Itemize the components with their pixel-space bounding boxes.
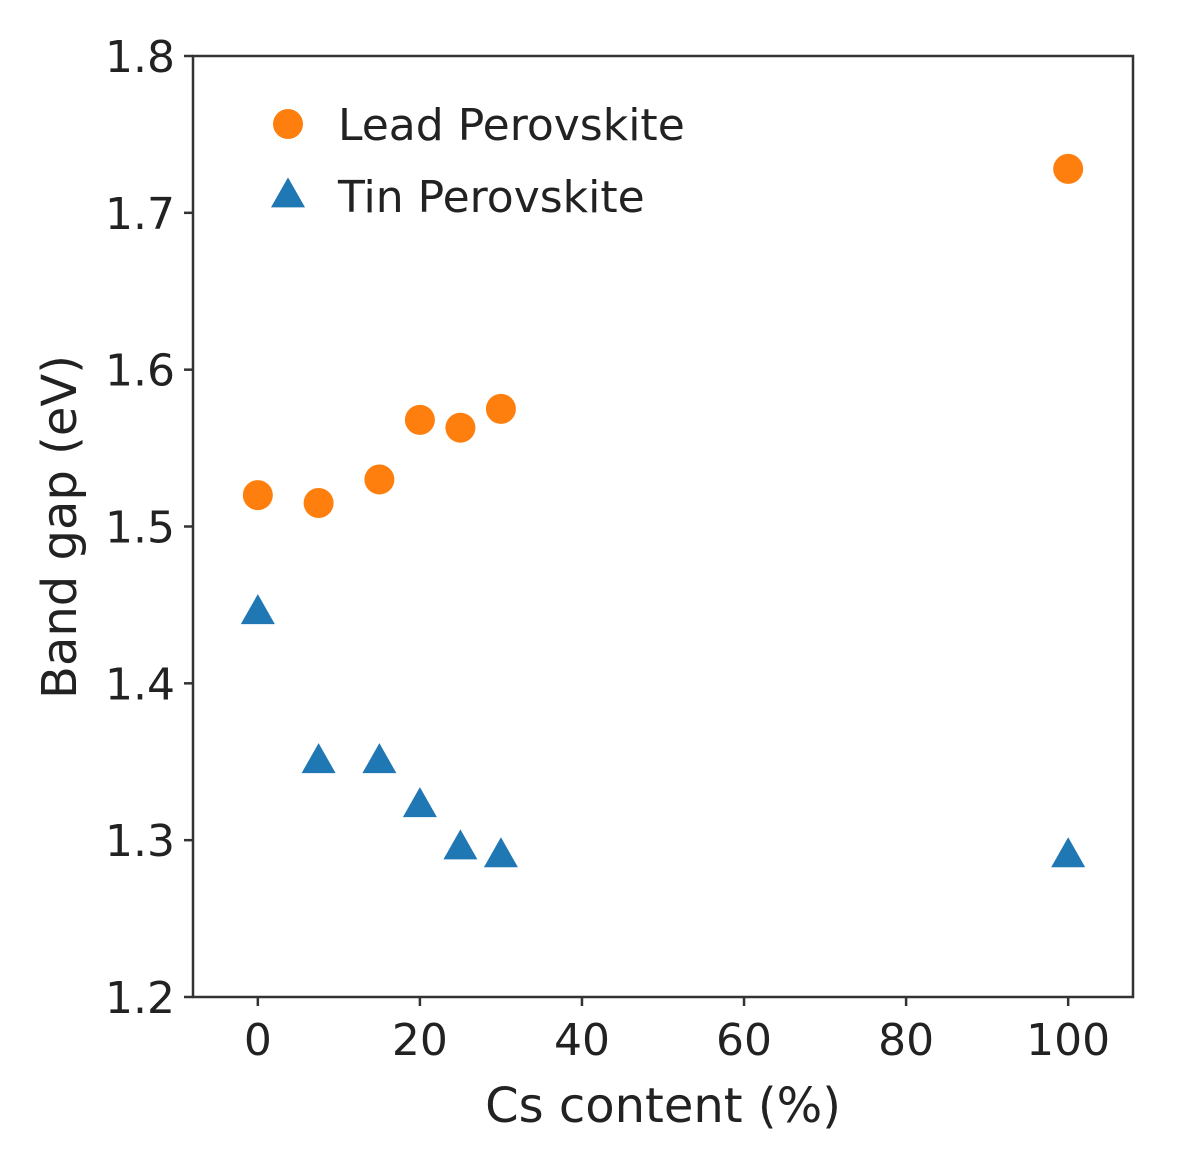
x-tick-label: 0 bbox=[244, 1015, 272, 1066]
data-point bbox=[404, 404, 435, 435]
legend-marker bbox=[273, 109, 303, 139]
axes: 0 20 40 60 80 100 1.2 1.3 1.4 1.5 1.6 1.7 1.8 Lead Pe… bbox=[105, 32, 1135, 1066]
y-tick-label: 1.4 bbox=[105, 659, 175, 710]
legend: Lead Perovskite Tin Perovskite bbox=[271, 100, 685, 223]
x-tick-label: 40 bbox=[554, 1015, 610, 1066]
data-point bbox=[303, 487, 334, 518]
y-tick-label: 1.2 bbox=[105, 973, 175, 1024]
y-tick-label: 1.3 bbox=[105, 816, 175, 867]
x-tick-label: 60 bbox=[716, 1015, 772, 1066]
data-point bbox=[485, 393, 516, 424]
data-point bbox=[483, 837, 518, 868]
y-tick-label: 1.5 bbox=[105, 503, 175, 554]
data-point bbox=[242, 480, 273, 511]
data-point bbox=[364, 464, 395, 495]
data-point bbox=[1053, 153, 1084, 184]
series-triangle bbox=[240, 594, 1086, 868]
data-point bbox=[362, 743, 397, 774]
x-tick-label: 80 bbox=[878, 1015, 934, 1066]
data-point bbox=[443, 829, 478, 860]
data-point bbox=[301, 743, 336, 774]
y-tick-label: 1.6 bbox=[105, 346, 175, 397]
data-point bbox=[445, 412, 476, 443]
legend-label: Lead Perovskite bbox=[338, 100, 685, 151]
data-point bbox=[402, 787, 437, 818]
x-tick-label: 20 bbox=[392, 1015, 448, 1066]
y-tick-label: 1.7 bbox=[105, 189, 175, 240]
data-point bbox=[240, 594, 275, 625]
plot-area bbox=[240, 153, 1086, 868]
data-point bbox=[1051, 837, 1086, 868]
plot-frame bbox=[191, 54, 1135, 999]
y-axis-title: Band gap (eV) bbox=[32, 355, 88, 699]
legend-label: Tin Perovskite bbox=[337, 172, 645, 223]
y-tick-label: 1.8 bbox=[105, 32, 175, 83]
legend-marker bbox=[271, 177, 305, 208]
series-circle bbox=[242, 153, 1084, 518]
x-axis-title: Cs content (%) bbox=[485, 1078, 841, 1134]
x-tick-label: 100 bbox=[1026, 1015, 1110, 1066]
